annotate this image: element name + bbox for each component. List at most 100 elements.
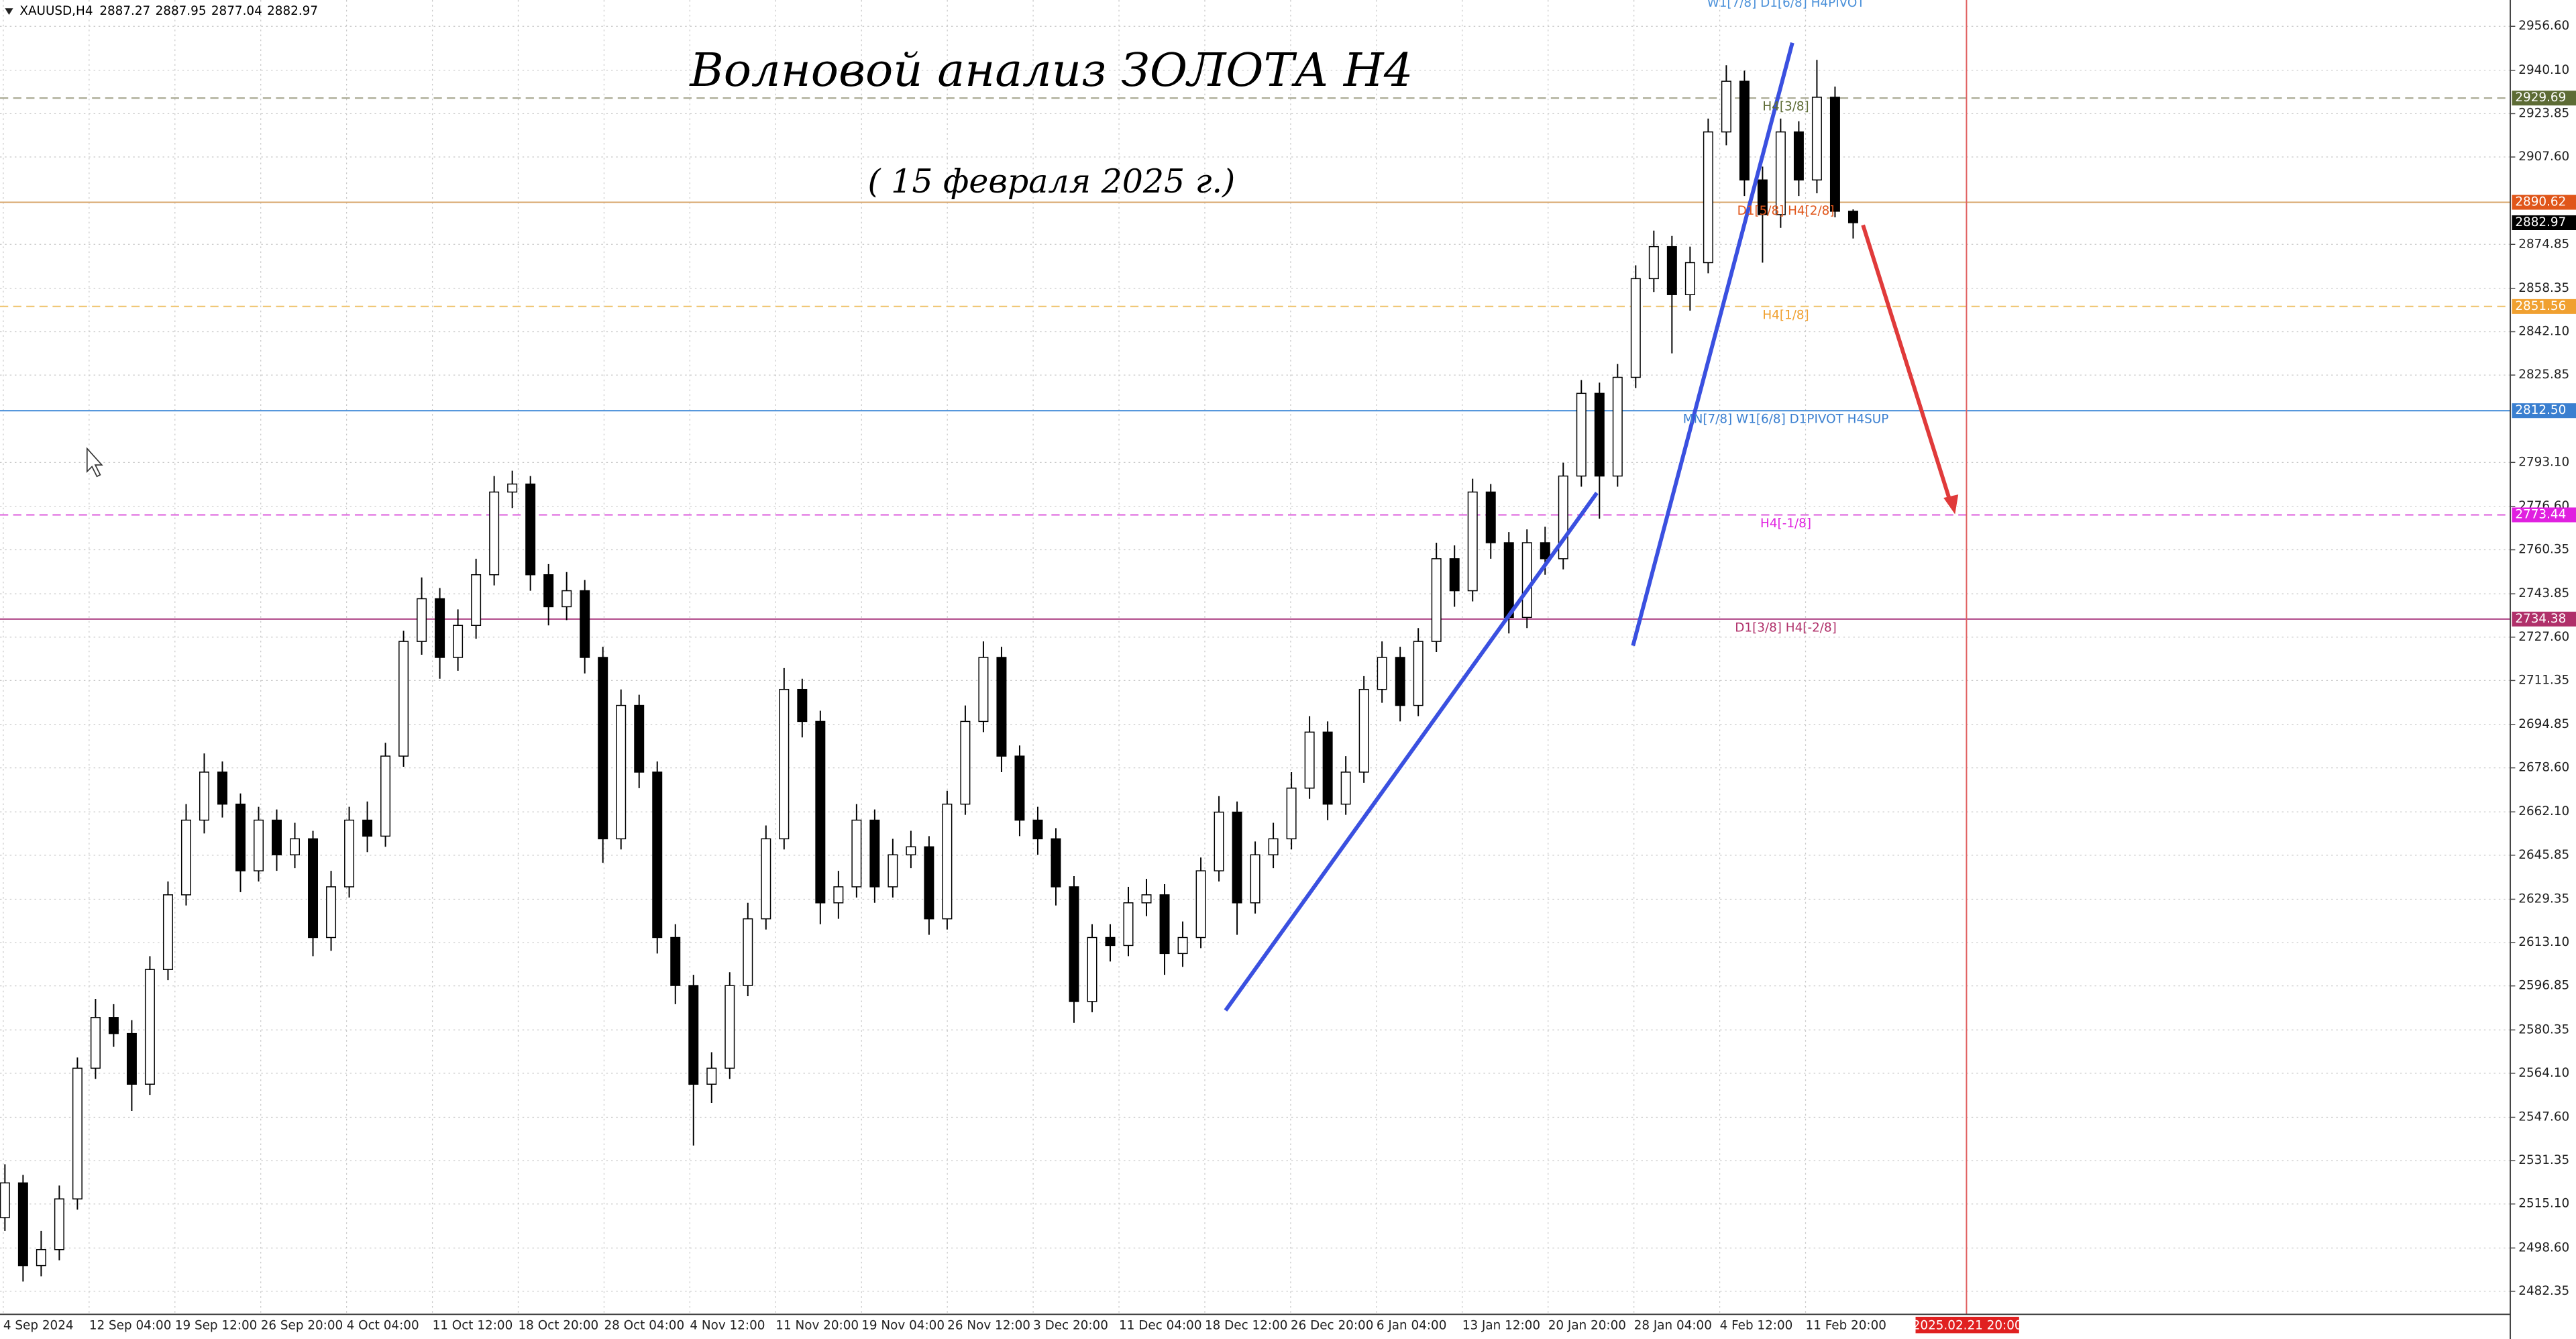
candle-body bbox=[1739, 81, 1750, 180]
candle-body bbox=[616, 704, 627, 840]
x-tick-label: 11 Feb 20:00 bbox=[1806, 1318, 1886, 1332]
candle-body bbox=[380, 755, 391, 837]
candle-body bbox=[1159, 894, 1170, 955]
grid bbox=[0, 0, 2511, 1315]
header-open: 2887.27 bbox=[99, 4, 150, 18]
level-price-box bbox=[2512, 299, 2576, 314]
candle-body bbox=[1250, 854, 1260, 904]
y-tick-label: 2711.35 bbox=[2518, 673, 2569, 687]
candle-body bbox=[1793, 131, 1804, 180]
level-price-label: 2929.69 bbox=[2515, 91, 2566, 105]
y-tick-label: 2515.10 bbox=[2518, 1197, 2569, 1211]
candle-body bbox=[254, 819, 264, 871]
candle-body bbox=[1177, 936, 1188, 955]
candle-body bbox=[1648, 246, 1659, 280]
level-price-label: 2851.56 bbox=[2515, 299, 2566, 313]
candle-body bbox=[1141, 894, 1152, 904]
trend-line bbox=[1631, 42, 1794, 647]
candle-body bbox=[108, 1017, 119, 1034]
x-tick-label: 19 Nov 04:00 bbox=[861, 1318, 945, 1332]
candle-body bbox=[1377, 657, 1387, 690]
candle-body bbox=[1467, 491, 1478, 592]
candle-body bbox=[1684, 262, 1695, 295]
candle-body bbox=[761, 838, 771, 920]
y-tick-label: 2482.35 bbox=[2518, 1284, 2569, 1298]
x-tick-label: 18 Oct 20:00 bbox=[519, 1318, 599, 1332]
x-tick-label: 18 Dec 12:00 bbox=[1205, 1318, 1287, 1332]
x-tick-label: 6 Jan 04:00 bbox=[1377, 1318, 1447, 1332]
candle-body bbox=[960, 720, 971, 805]
candle-body bbox=[1032, 819, 1043, 840]
symbol: XAUUSD,H4 bbox=[19, 4, 93, 18]
candle-body bbox=[1069, 886, 1079, 1002]
candle-body bbox=[561, 590, 572, 608]
y-tick-label: 2842.10 bbox=[2518, 324, 2569, 338]
candle-body bbox=[743, 918, 753, 986]
candle-body bbox=[17, 1182, 28, 1267]
candle-body bbox=[1322, 731, 1333, 805]
level-tag: D1[5/8] H4[2/8] bbox=[1737, 204, 1835, 218]
chart-title: Волновой анализ ЗОЛОТА H4 bbox=[688, 44, 1413, 97]
candle-body bbox=[1811, 97, 1822, 180]
candle-body bbox=[90, 1017, 101, 1069]
candle-body bbox=[906, 846, 916, 855]
y-tick-label: 2580.35 bbox=[2518, 1022, 2569, 1036]
candle-body bbox=[417, 598, 427, 642]
y-tick-label: 2547.60 bbox=[2518, 1110, 2569, 1124]
candle-body bbox=[1829, 97, 1840, 212]
y-tick-label: 2743.85 bbox=[2518, 586, 2569, 600]
candle-body bbox=[1105, 936, 1116, 947]
y-tick-label: 2613.10 bbox=[2518, 935, 2569, 949]
level-price-label: 2734.38 bbox=[2515, 612, 2566, 626]
level-price-box bbox=[2512, 611, 2576, 627]
candle-body bbox=[162, 894, 173, 970]
candle-body bbox=[1703, 131, 1713, 264]
x-tick-label: 3 Dec 20:00 bbox=[1033, 1318, 1108, 1332]
candle-body bbox=[217, 771, 227, 805]
header: XAUUSD,H4 2887.27 2887.95 2877.04 2882.97 bbox=[19, 4, 318, 18]
candle-body bbox=[489, 491, 500, 576]
level-price-box bbox=[2512, 403, 2576, 419]
candle-body bbox=[453, 625, 464, 658]
trend-line bbox=[1224, 492, 1599, 1012]
current-price-box bbox=[2512, 215, 2576, 230]
candle-body bbox=[507, 483, 518, 493]
candle-body bbox=[634, 704, 645, 773]
y-tick-label: 2940.10 bbox=[2518, 63, 2569, 77]
candle-body bbox=[398, 641, 409, 757]
y-tick-label: 2531.35 bbox=[2518, 1153, 2569, 1167]
y-tick-label: 2923.85 bbox=[2518, 106, 2569, 120]
candle-body bbox=[1232, 811, 1242, 904]
candle-body bbox=[54, 1198, 64, 1250]
candle-body bbox=[1413, 641, 1424, 706]
header-high: 2887.95 bbox=[156, 4, 207, 18]
y-tick-label: 2727.60 bbox=[2518, 630, 2569, 644]
current-price-label: 2882.97 bbox=[2515, 215, 2566, 229]
level-tag: H4[1/8] bbox=[1762, 308, 1809, 322]
candle-body bbox=[869, 819, 880, 888]
x-tick-label: 11 Oct 12:00 bbox=[433, 1318, 513, 1332]
candle-body bbox=[942, 803, 953, 920]
candle-body bbox=[525, 483, 536, 576]
candle-body bbox=[598, 657, 608, 840]
candle-body bbox=[1576, 392, 1587, 477]
candle-body bbox=[888, 854, 898, 888]
candle-body bbox=[1721, 81, 1731, 133]
x-tick-label: 26 Dec 20:00 bbox=[1291, 1318, 1373, 1332]
y-tick-label: 2498.60 bbox=[2518, 1240, 2569, 1254]
candle-body bbox=[1358, 688, 1369, 773]
candle-body bbox=[235, 803, 246, 871]
y-tick-label: 2629.35 bbox=[2518, 892, 2569, 906]
candle-body bbox=[1449, 558, 1460, 592]
candle-body bbox=[1630, 278, 1641, 378]
level-tag: D1[3/8] H4[-2/8] bbox=[1735, 621, 1837, 635]
x-tick-label: 13 Jan 12:00 bbox=[1462, 1318, 1540, 1332]
x-tick-label: 4 Sep 2024 bbox=[3, 1318, 74, 1332]
candle-body bbox=[1304, 731, 1315, 789]
candle-body bbox=[272, 819, 282, 855]
candle-body bbox=[1594, 392, 1605, 477]
candle-body bbox=[144, 969, 155, 1085]
candle-body bbox=[1485, 491, 1496, 543]
candle-body bbox=[996, 657, 1007, 757]
